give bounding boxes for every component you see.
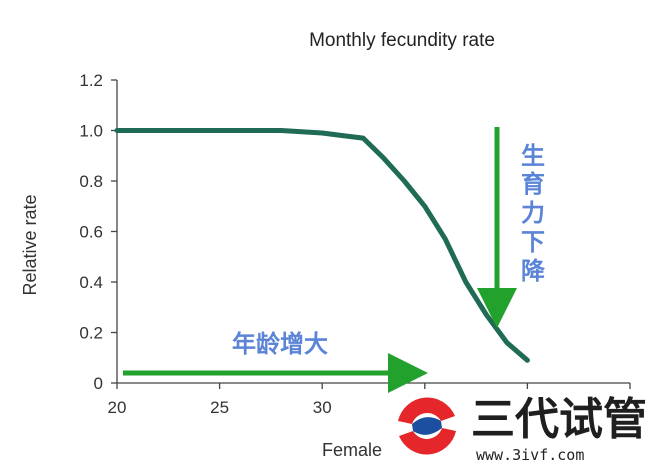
fertility-char: 降 (521, 257, 546, 285)
x-axis-label: Female (322, 440, 382, 460)
logo-icon (397, 396, 457, 456)
fertility-char: 下 (521, 229, 545, 256)
y-tick-label: 1.2 (79, 71, 103, 90)
series-group (114, 128, 530, 363)
chart-title: Monthly fecundity rate (309, 30, 495, 51)
x-tick-label: 20 (108, 398, 127, 417)
age-label: 年龄增大 (232, 330, 328, 358)
annotations: 年龄增大 生 育 力 下 降 (123, 127, 546, 393)
watermark-url: www.3ivf.com (476, 446, 584, 464)
y-tick-label: 0.4 (79, 273, 103, 292)
y-tick-label: 0.8 (79, 172, 103, 191)
y-axis-label: Relative rate (20, 194, 40, 295)
fertility-char: 力 (521, 200, 545, 227)
fertility-char: 生 (521, 143, 545, 170)
y-tick-label: 0.2 (79, 324, 103, 343)
axes: 00.20.40.60.81.01.220253035 (79, 71, 631, 417)
watermark: 三代试管 www.3ivf.com (397, 394, 647, 464)
y-tick-label: 0 (94, 374, 103, 393)
x-tick-label: 25 (210, 398, 229, 417)
y-tick-label: 1.0 (79, 122, 103, 141)
watermark-brand: 三代试管 (471, 394, 647, 445)
y-tick-label: 0.6 (79, 223, 103, 242)
fecundity-line (114, 128, 530, 363)
fertility-char: 育 (521, 170, 545, 198)
x-tick-label: 30 (313, 398, 332, 417)
